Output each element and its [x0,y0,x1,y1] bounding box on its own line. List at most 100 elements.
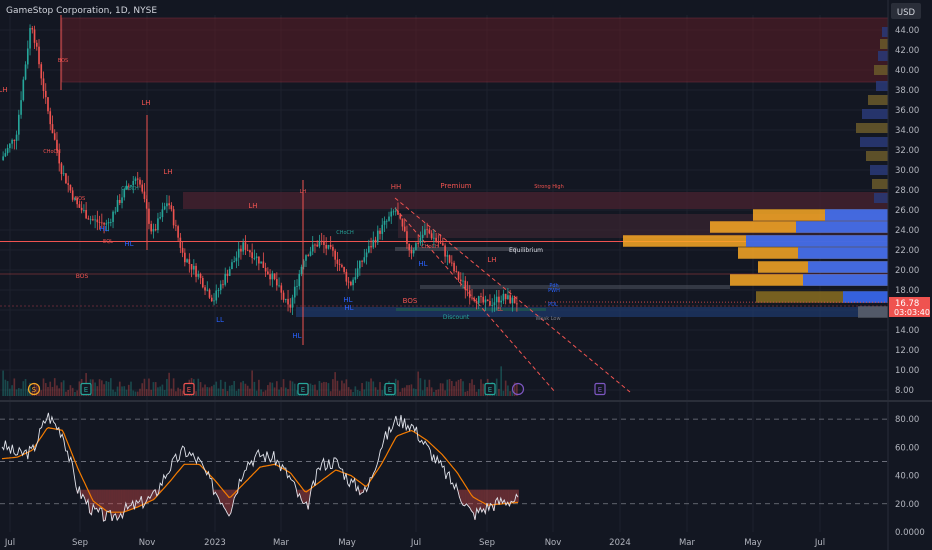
volume-bar [26,388,29,396]
candle-body [31,28,34,30]
volume-bar [376,389,379,396]
volume-bar [450,380,453,396]
rsi-tick-label: 40.00 [895,472,919,482]
candle-body [466,289,469,291]
volume-profile-bar [856,123,888,133]
candle-body [22,79,25,101]
volume-bar [397,380,399,396]
candle-body [170,205,173,210]
volume-profile-bar [868,95,888,105]
candle-body [71,190,74,200]
volume-bar [372,381,375,396]
volume-bar [370,378,372,396]
candle-body [258,256,260,264]
event-marker-earnings [484,382,496,396]
volume-bar [228,385,231,396]
volume-bar [121,386,123,396]
structure-label: Pdh [549,283,558,289]
volume-bar [500,366,502,396]
candle-body [273,273,276,280]
candle-body [60,163,63,175]
event-marker-label: E [84,386,88,394]
rsi-panel [0,412,888,522]
event-marker-label: S [32,386,37,394]
premium-zone [183,192,888,209]
volume-bar [249,388,251,396]
candle-body [101,222,103,224]
candle-body [94,219,96,221]
candle-body [38,46,40,65]
volume-bar [258,379,260,396]
volume-bar [109,378,112,396]
candle-body [136,178,139,180]
volume-bar [237,388,240,396]
candle-body [457,271,460,280]
candle-body [11,139,13,144]
volume-bar [33,382,36,396]
candle-body [385,220,388,222]
volume-bar [98,379,101,396]
candle-body [356,268,359,277]
candle-body [2,156,4,160]
candle-body [166,203,168,207]
volume-bar [509,391,511,396]
volume-bar [213,384,215,396]
volume-bar [468,383,471,396]
bar-countdown: 03:03:40 [894,308,930,317]
structure-label: CHoCH [336,230,354,236]
candle-body [309,251,312,256]
rsi-tick-label: 80.00 [895,415,919,425]
candle-body [374,239,377,243]
structure-label: LH [0,86,8,94]
candle-body [58,150,61,164]
volume-bar [67,389,70,396]
volume-bar [96,386,99,396]
candle-body [228,269,231,276]
candle-body [96,219,99,223]
volume-bar [60,382,63,396]
volume-bar [157,387,159,396]
candle-body [401,218,404,227]
candle-body [448,255,451,263]
volume-bar [473,384,476,396]
volume-bar [426,387,428,396]
structure-label: PDL [548,302,558,308]
volume-bar [401,387,404,396]
volume-bar [412,388,415,396]
price-tick-label: 22.00 [895,246,919,256]
structure-label: LH [300,189,307,195]
candle-body [305,255,307,261]
volume-bar [255,390,258,396]
candle-body [482,296,485,303]
volume-bar [325,382,328,396]
candle-body [489,301,491,306]
volume-profile-bar [880,39,888,49]
currency-badge[interactable] [891,3,921,19]
volume-bar [462,381,464,396]
volume-bar [471,379,473,396]
volume-bar [159,386,161,396]
candle-body [442,243,444,246]
candle-body [428,229,431,234]
volume-bar [417,371,419,396]
volume-bar [356,389,359,396]
volume-bar [244,383,247,396]
volume-bar [251,370,253,396]
candle-body [105,223,108,225]
structure-label: PWH [548,288,560,294]
candle-body [159,217,161,219]
volume-bar [439,383,442,396]
candle-body [139,179,141,185]
volume-bar [428,379,431,396]
candle-body [201,277,204,288]
candle-body [502,293,505,301]
volume-bar [457,379,460,396]
volume-bar [130,381,132,396]
volume-bar [47,386,49,396]
price-tick-label: 8.00 [895,386,914,396]
volume-bar [56,385,58,396]
candle-body [444,245,446,257]
volume-bar [118,381,121,396]
time-tick-label: May [744,538,762,548]
